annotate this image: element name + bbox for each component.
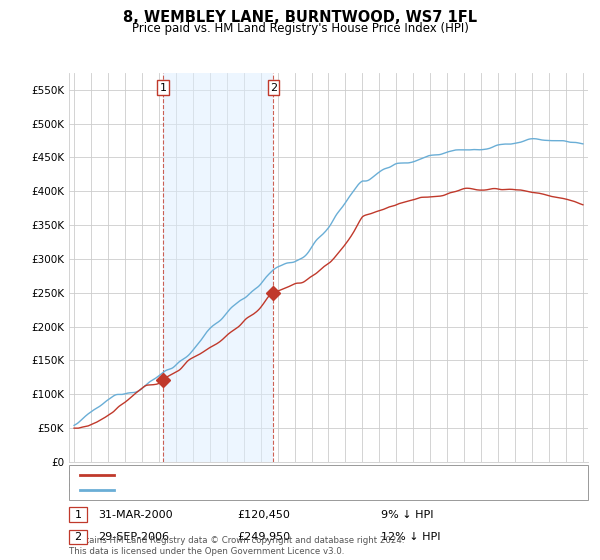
Text: 9% ↓ HPI: 9% ↓ HPI	[381, 510, 433, 520]
Text: 1: 1	[74, 510, 82, 520]
Bar	[163, 73, 274, 462]
Text: 2: 2	[74, 532, 82, 542]
Text: £249,950: £249,950	[237, 532, 290, 542]
Text: 31-MAR-2000: 31-MAR-2000	[98, 510, 172, 520]
Text: 8, WEMBLEY LANE, BURNTWOOD, WS7 1FL (detached house): 8, WEMBLEY LANE, BURNTWOOD, WS7 1FL (det…	[120, 469, 439, 479]
Text: Contains HM Land Registry data © Crown copyright and database right 2024.
This d: Contains HM Land Registry data © Crown c…	[69, 536, 404, 556]
Text: 1: 1	[160, 82, 167, 92]
Text: Price paid vs. HM Land Registry's House Price Index (HPI): Price paid vs. HM Land Registry's House …	[131, 22, 469, 35]
Text: 2: 2	[270, 82, 277, 92]
Text: 12% ↓ HPI: 12% ↓ HPI	[381, 532, 440, 542]
Text: 8, WEMBLEY LANE, BURNTWOOD, WS7 1FL: 8, WEMBLEY LANE, BURNTWOOD, WS7 1FL	[123, 10, 477, 25]
Text: £120,450: £120,450	[237, 510, 290, 520]
Text: 29-SEP-2006: 29-SEP-2006	[98, 532, 169, 542]
Text: HPI: Average price, detached house, Lichfield: HPI: Average price, detached house, Lich…	[120, 485, 357, 495]
